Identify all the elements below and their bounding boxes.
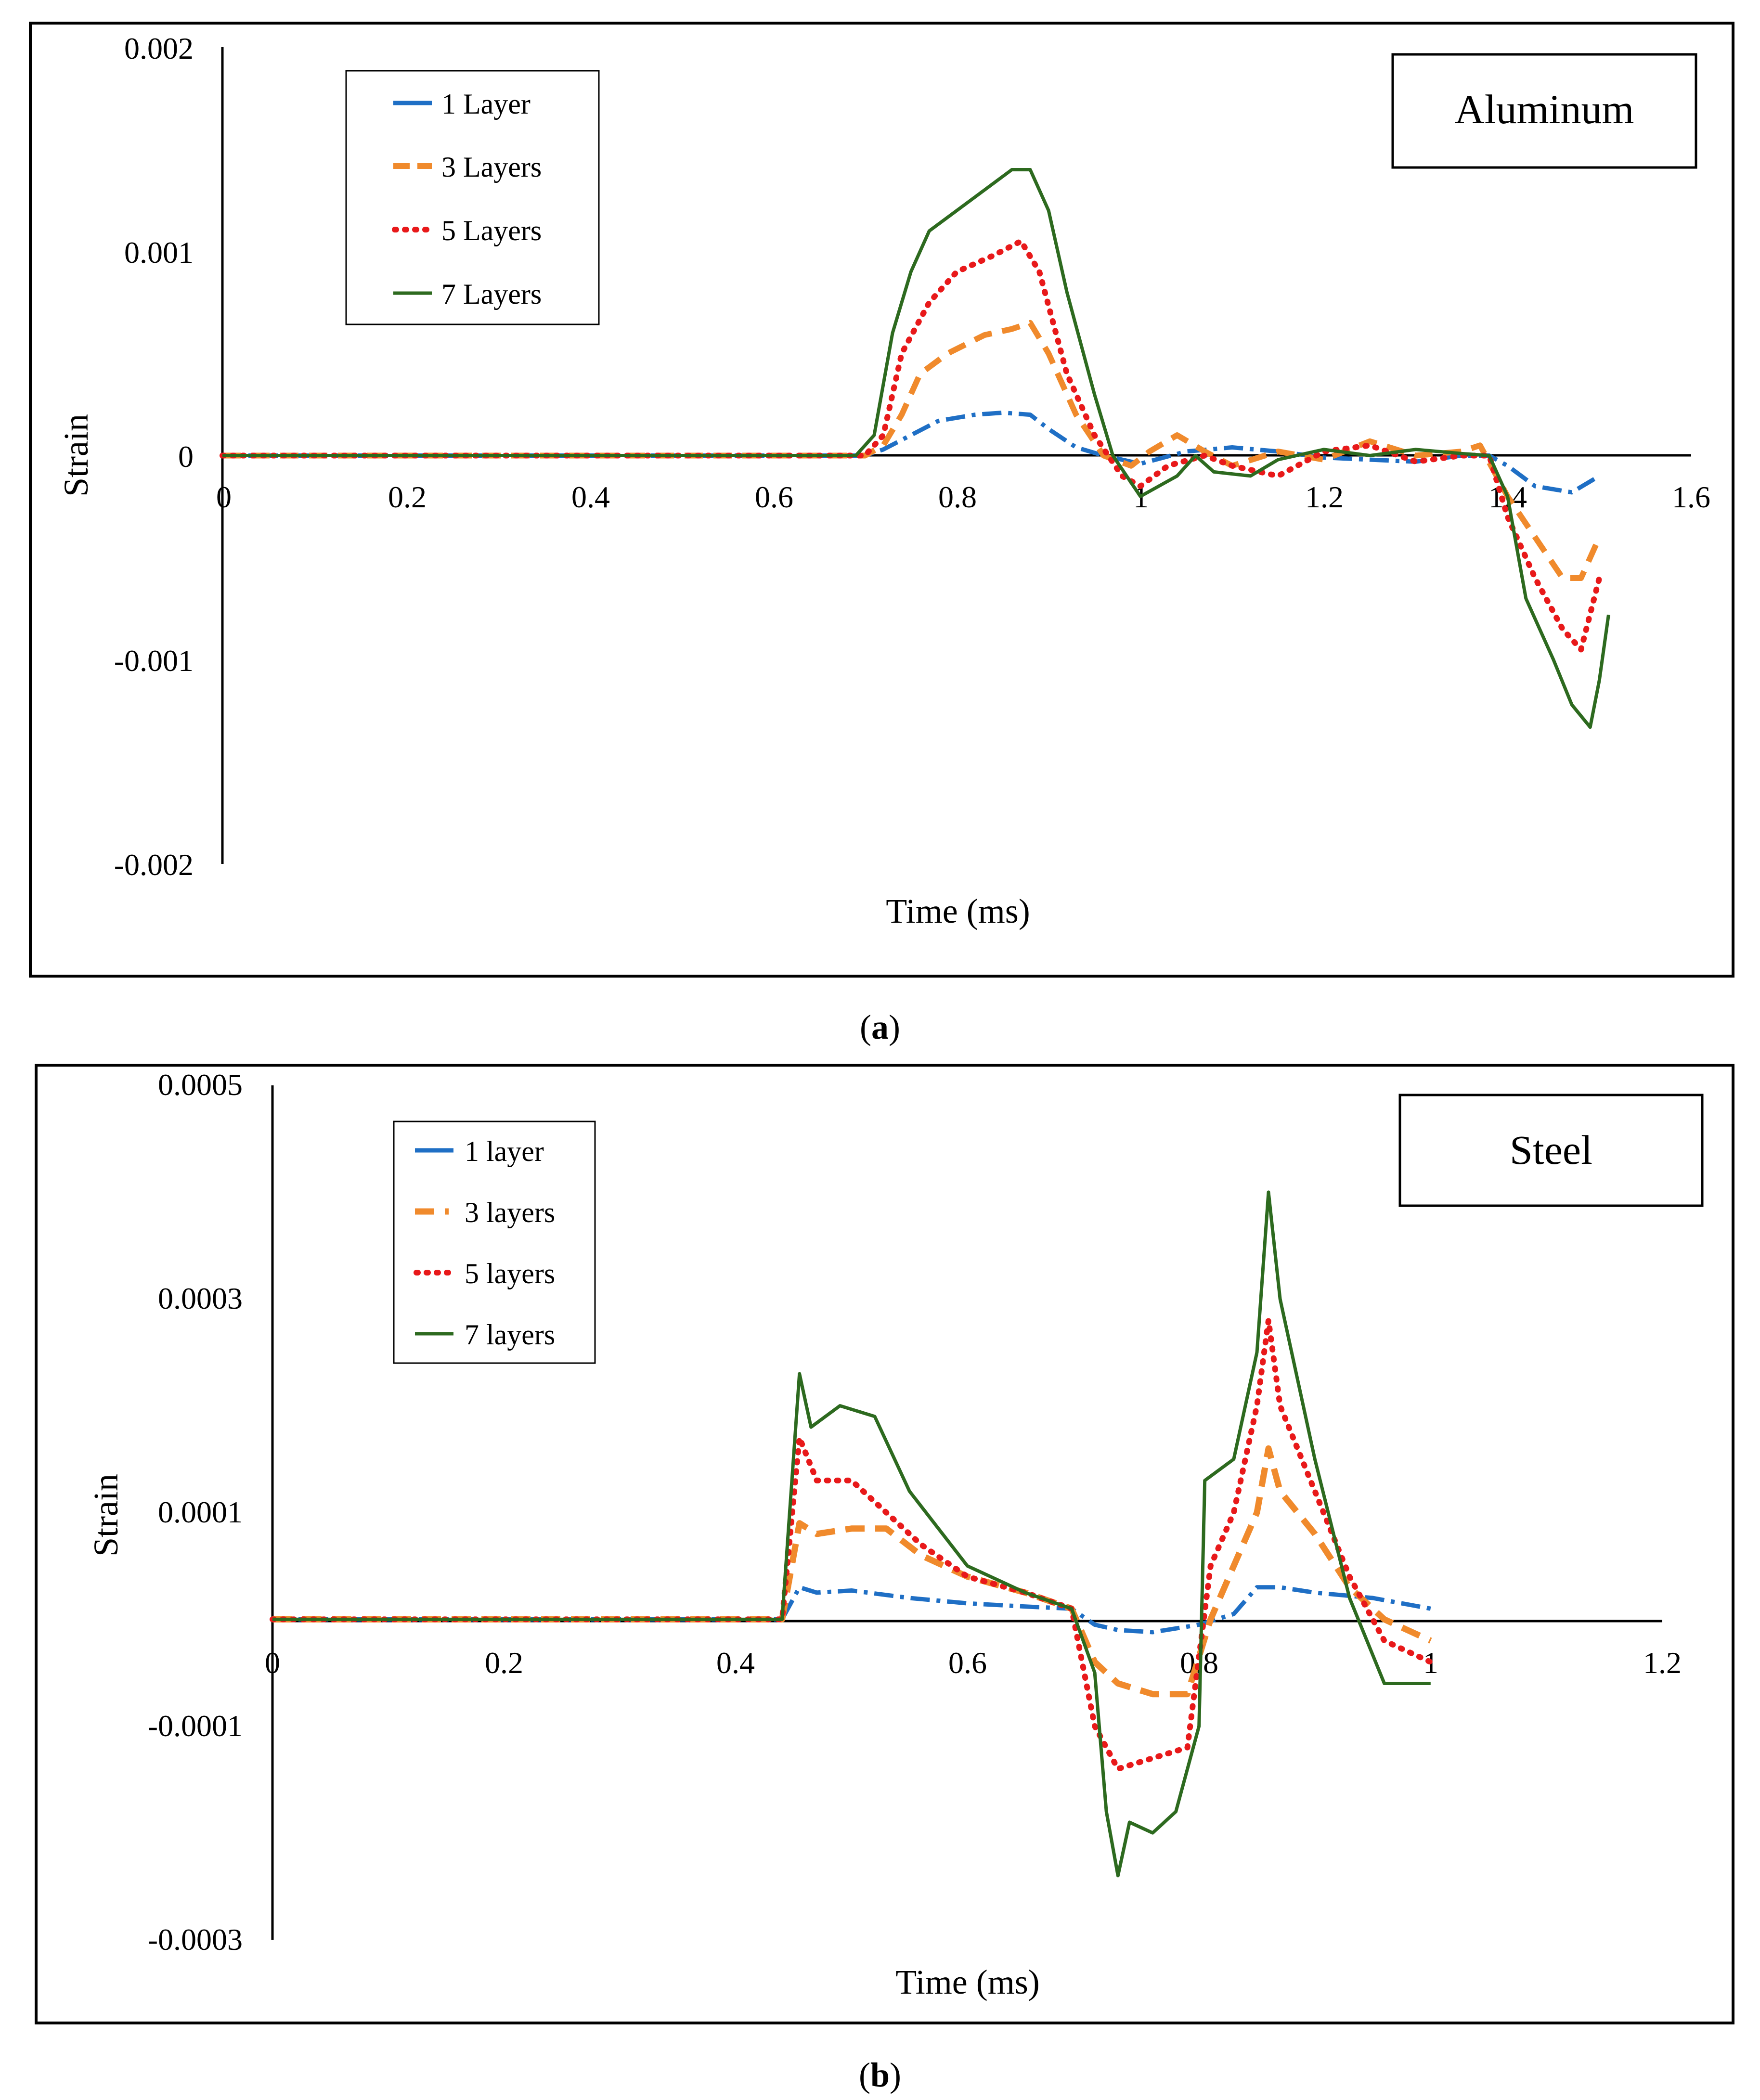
y-axis-label: Strain xyxy=(57,414,95,497)
x-tick-label: 1.6 xyxy=(1672,480,1710,514)
title-box-frame xyxy=(1391,53,1697,169)
x-tick-label: 0.6 xyxy=(755,480,793,514)
y-tick-label: 0.0005 xyxy=(158,1068,243,1102)
panel-a-series xyxy=(220,168,1610,729)
x-tick-label: 0.2 xyxy=(388,480,427,514)
series-line-3-layers xyxy=(222,320,1602,581)
legend-box xyxy=(393,1121,596,1364)
title-box-frame xyxy=(1398,1094,1704,1207)
x-axis-label: Time (ms) xyxy=(895,1963,1039,2001)
panel-b-series xyxy=(270,1190,1434,1878)
y-axis-label: Strain xyxy=(87,1474,125,1557)
chart-title: Steel xyxy=(1510,1127,1592,1173)
legend-label-5-layers: 5 Layers xyxy=(441,215,542,246)
y-tick-label: -0.002 xyxy=(114,848,194,882)
legend-label-3-layers: 3 layers xyxy=(465,1197,555,1228)
series-line-5-layers xyxy=(220,238,1603,653)
panel-b-caption: (b) xyxy=(859,2056,901,2094)
y-tick-label: 0.001 xyxy=(124,235,194,270)
panel-a-title-box: Aluminum xyxy=(1391,53,1697,169)
series-line-7-layers xyxy=(222,168,1610,729)
y-tick-label: 0.0001 xyxy=(158,1495,243,1529)
x-axis-label: Time (ms) xyxy=(886,892,1030,930)
series-line-5-layers xyxy=(270,1317,1434,1772)
x-tick-label: 0.2 xyxy=(485,1646,523,1680)
panel-a-y-tick-labels: 0.002 0.001 0 -0.001 -0.002 xyxy=(114,31,194,882)
panel-b: 0.0005 0.0003 0.0001 -0.0001 -0.0003 0 0… xyxy=(35,1064,1734,2094)
x-tick-label: 0.8 xyxy=(938,480,977,514)
x-tick-label: 1.2 xyxy=(1305,480,1344,514)
panel-a-x-tick-labels: 0 0.2 0.4 0.6 0.8 1 1.2 1.4 1.6 xyxy=(216,480,1710,514)
legend-label-5-layers: 5 layers xyxy=(465,1258,555,1289)
panel-letter: a xyxy=(871,1008,889,1046)
y-tick-label: 0.0003 xyxy=(158,1281,243,1315)
series-line-1-layer xyxy=(222,410,1601,495)
panel-b-y-tick-labels: 0.0005 0.0003 0.0001 -0.0001 -0.0003 xyxy=(148,1068,243,1957)
x-tick-label: 0.4 xyxy=(716,1646,755,1680)
panel-label: (a) xyxy=(860,1008,900,1046)
panel-label: (b) xyxy=(859,2056,901,2094)
series-line-1-layer xyxy=(272,1585,1431,1635)
legend-label-7-layers: 7 layers xyxy=(465,1319,555,1351)
series-line-3-layers xyxy=(272,1445,1432,1698)
y-tick-label: 0 xyxy=(178,439,194,474)
legend-label-1-layer: 1 layer xyxy=(465,1135,544,1167)
legend-label-1-layer: 1 Layer xyxy=(441,88,531,120)
panel-b-title-box: Steel xyxy=(1398,1094,1704,1207)
chart-title: Aluminum xyxy=(1455,86,1634,132)
y-tick-label: 0.002 xyxy=(124,31,194,65)
y-tick-label: -0.001 xyxy=(114,644,194,678)
panel-a: 0.002 0.001 0 -0.001 -0.002 0 0.2 0.4 0.… xyxy=(29,22,1734,1046)
y-tick-label: -0.0003 xyxy=(148,1922,243,1957)
panel-b-frame xyxy=(35,1064,1734,2024)
legend-label-7-layers: 7 Layers xyxy=(441,278,542,310)
x-tick-label: 1.2 xyxy=(1643,1646,1682,1680)
x-tick-label: 0 xyxy=(216,480,232,514)
panel-letter: b xyxy=(870,2056,890,2094)
series-line-7-layers xyxy=(272,1190,1431,1878)
panel-a-legend: 1 Layer 3 Layers 5 Layers 7 Layers xyxy=(345,70,600,325)
panel-b-x-tick-labels: 0 0.2 0.4 0.6 0.8 1 1.2 xyxy=(265,1646,1682,1680)
legend-box xyxy=(345,70,600,325)
panel-b-legend: 1 layer 3 layers 5 layers 7 layers xyxy=(393,1121,596,1364)
x-tick-label: 0.4 xyxy=(571,480,610,514)
x-tick-label: 0 xyxy=(265,1646,280,1680)
legend-label-3-layers: 3 Layers xyxy=(441,151,542,183)
x-tick-label: 0.6 xyxy=(948,1646,987,1680)
y-tick-label: -0.0001 xyxy=(148,1709,243,1743)
panel-a-frame xyxy=(29,22,1734,978)
panel-a-caption: (a) xyxy=(860,1008,900,1046)
